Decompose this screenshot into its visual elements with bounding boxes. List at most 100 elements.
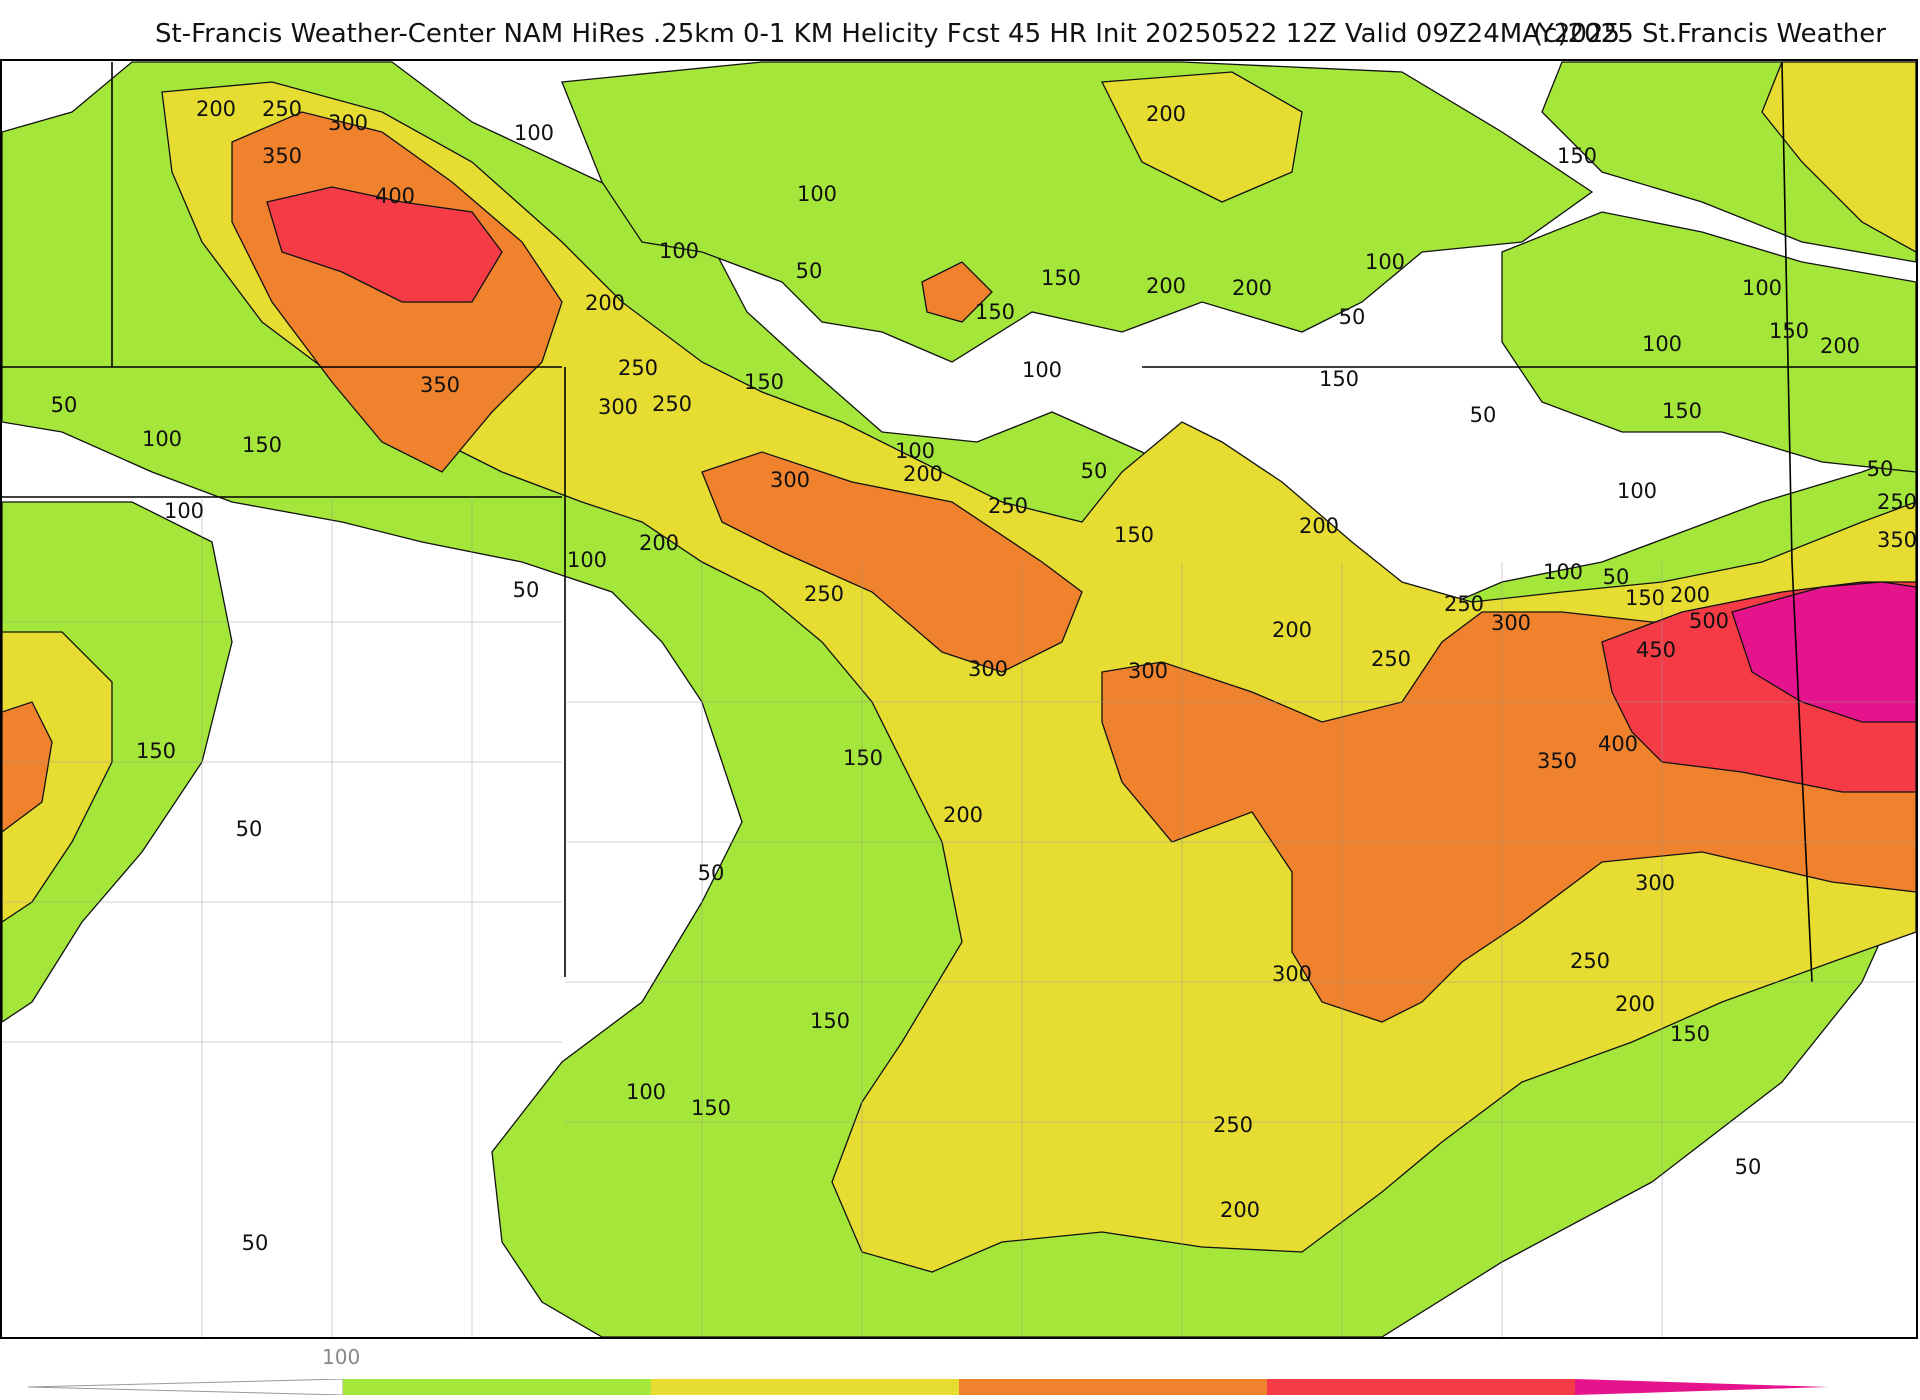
contour-label: 100 (659, 239, 699, 263)
contour-label: 200 (1820, 334, 1860, 358)
colorbar-segment-200 (651, 1379, 959, 1395)
contour-label: 250 (1570, 949, 1610, 973)
contour-label: 300 (1128, 659, 1168, 683)
state-county-boundaries (2, 61, 1916, 1337)
contour-label: 150 (1625, 586, 1665, 610)
colorbar-tick-label: 100 (322, 1345, 361, 1369)
contour-label: 100 (142, 427, 182, 451)
contour-label: 200 (1615, 992, 1655, 1016)
copyright-text: (c)2025 St.Francis Weather (1533, 19, 1886, 49)
state-boundary-line (1781, 61, 1793, 563)
contour-label: 350 (1537, 749, 1577, 773)
contour-label: 150 (1670, 1022, 1710, 1046)
contour-label: 200 (903, 462, 943, 486)
colorbar-segment-100 (343, 1379, 651, 1395)
contour-label: 250 (988, 494, 1028, 518)
contour-label: 50 (1339, 305, 1366, 329)
colorbar-segment-400 (1267, 1379, 1575, 1395)
contour-label: 300 (1272, 962, 1312, 986)
helicity-map[interactable]: 200 250 300 100 350 400 100 100 50 200 150 150 200 20… (0, 59, 1918, 1339)
contour-label: 100 (514, 121, 554, 145)
contour-label: 100 (1022, 358, 1062, 382)
contour-label: 100 (1742, 276, 1782, 300)
helicity-region-lvl300 (701, 451, 1083, 673)
contour-label: 250 (262, 97, 302, 121)
contour-label: 150 (1557, 144, 1597, 168)
helicity-fill-layer (2, 61, 1916, 1337)
contour-label: 250 (804, 582, 844, 606)
map-title-bar: St-Francis Weather-Center NAM HiRes .25k… (0, 14, 1920, 54)
contour-label: 250 (652, 392, 692, 416)
contour-label: 200 (1146, 274, 1186, 298)
contour-label: 50 (698, 861, 725, 885)
helicity-region-lvl100 (1501, 211, 1916, 473)
contour-label: 350 (262, 144, 302, 168)
contour-label: 250 (1877, 490, 1916, 514)
contour-label: 250 (1371, 647, 1411, 671)
helicity-region-lvl300 (921, 261, 993, 323)
contour-label: 200 (1146, 102, 1186, 126)
helicity-region-lvl400 (266, 186, 503, 303)
contour-label: 50 (1603, 565, 1630, 589)
contour-label: 100 (567, 548, 607, 572)
contour-label: 200 (1670, 583, 1710, 607)
contour-label: 100 (895, 439, 935, 463)
contour-label: 100 (164, 499, 204, 523)
helicity-region-lvl200 (1100, 71, 1303, 203)
contour-label: 300 (598, 395, 638, 419)
contour-label: 100 (1617, 479, 1657, 503)
contour-label: 250 (618, 356, 658, 380)
contour-label: 350 (1877, 528, 1916, 552)
contour-label: 150 (1769, 319, 1809, 343)
contour-label: 50 (513, 578, 540, 602)
colorbar-segment-500 (1575, 1379, 1828, 1395)
contour-label: 300 (968, 657, 1008, 681)
contour-label: 50 (1867, 457, 1894, 481)
contour-label: 150 (744, 370, 784, 394)
contour-label: 200 (639, 531, 679, 555)
helicity-region-lvl200 (161, 81, 1916, 1273)
contour-label: 50 (51, 393, 78, 417)
contour-label: 150 (242, 433, 282, 457)
contour-label: 250 (1444, 592, 1484, 616)
state-boundary-line (1791, 561, 1813, 983)
contour-label: 100 (797, 182, 837, 206)
contour-label: 200 (1299, 514, 1339, 538)
contour-label: 200 (1220, 1198, 1260, 1222)
contour-label: 50 (1735, 1155, 1762, 1179)
contour-label: 50 (242, 1231, 269, 1255)
contour-label: 450 (1636, 638, 1676, 662)
contour-label: 50 (796, 259, 823, 283)
contour-label: 400 (1598, 732, 1638, 756)
contour-label: 50 (1470, 403, 1497, 427)
colorbar (28, 1379, 1828, 1395)
helicity-region-lvl100 (561, 61, 1594, 363)
colorbar-segment-0 (28, 1379, 344, 1395)
contour-label: 150 (691, 1096, 731, 1120)
contour-label: 150 (1114, 523, 1154, 547)
contour-label: 50 (236, 817, 263, 841)
contour-label: 100 (1642, 332, 1682, 356)
contour-label: 300 (770, 468, 810, 492)
contour-label: 150 (975, 300, 1015, 324)
contour-label: 50 (1081, 459, 1108, 483)
contour-label: 200 (1272, 618, 1312, 642)
contour-label: 400 (375, 184, 415, 208)
contour-label: 250 (1213, 1113, 1253, 1137)
contour-label: 350 (420, 373, 460, 397)
helicity-region-lvl500 (1731, 581, 1916, 723)
map-title: St-Francis Weather-Center NAM HiRes .25k… (155, 19, 1621, 49)
colorbar-segment-300 (959, 1379, 1267, 1395)
contour-label: 100 (626, 1080, 666, 1104)
contour-label: 200 (1232, 276, 1272, 300)
contour-label: 300 (328, 111, 368, 135)
contour-label: 100 (1365, 250, 1405, 274)
contour-label: 200 (196, 97, 236, 121)
contour-label: 150 (1319, 367, 1359, 391)
helicity-region-lvl300 (2, 701, 53, 833)
contour-label: 150 (843, 746, 883, 770)
contour-label: 150 (136, 739, 176, 763)
contour-label: 150 (1041, 266, 1081, 290)
